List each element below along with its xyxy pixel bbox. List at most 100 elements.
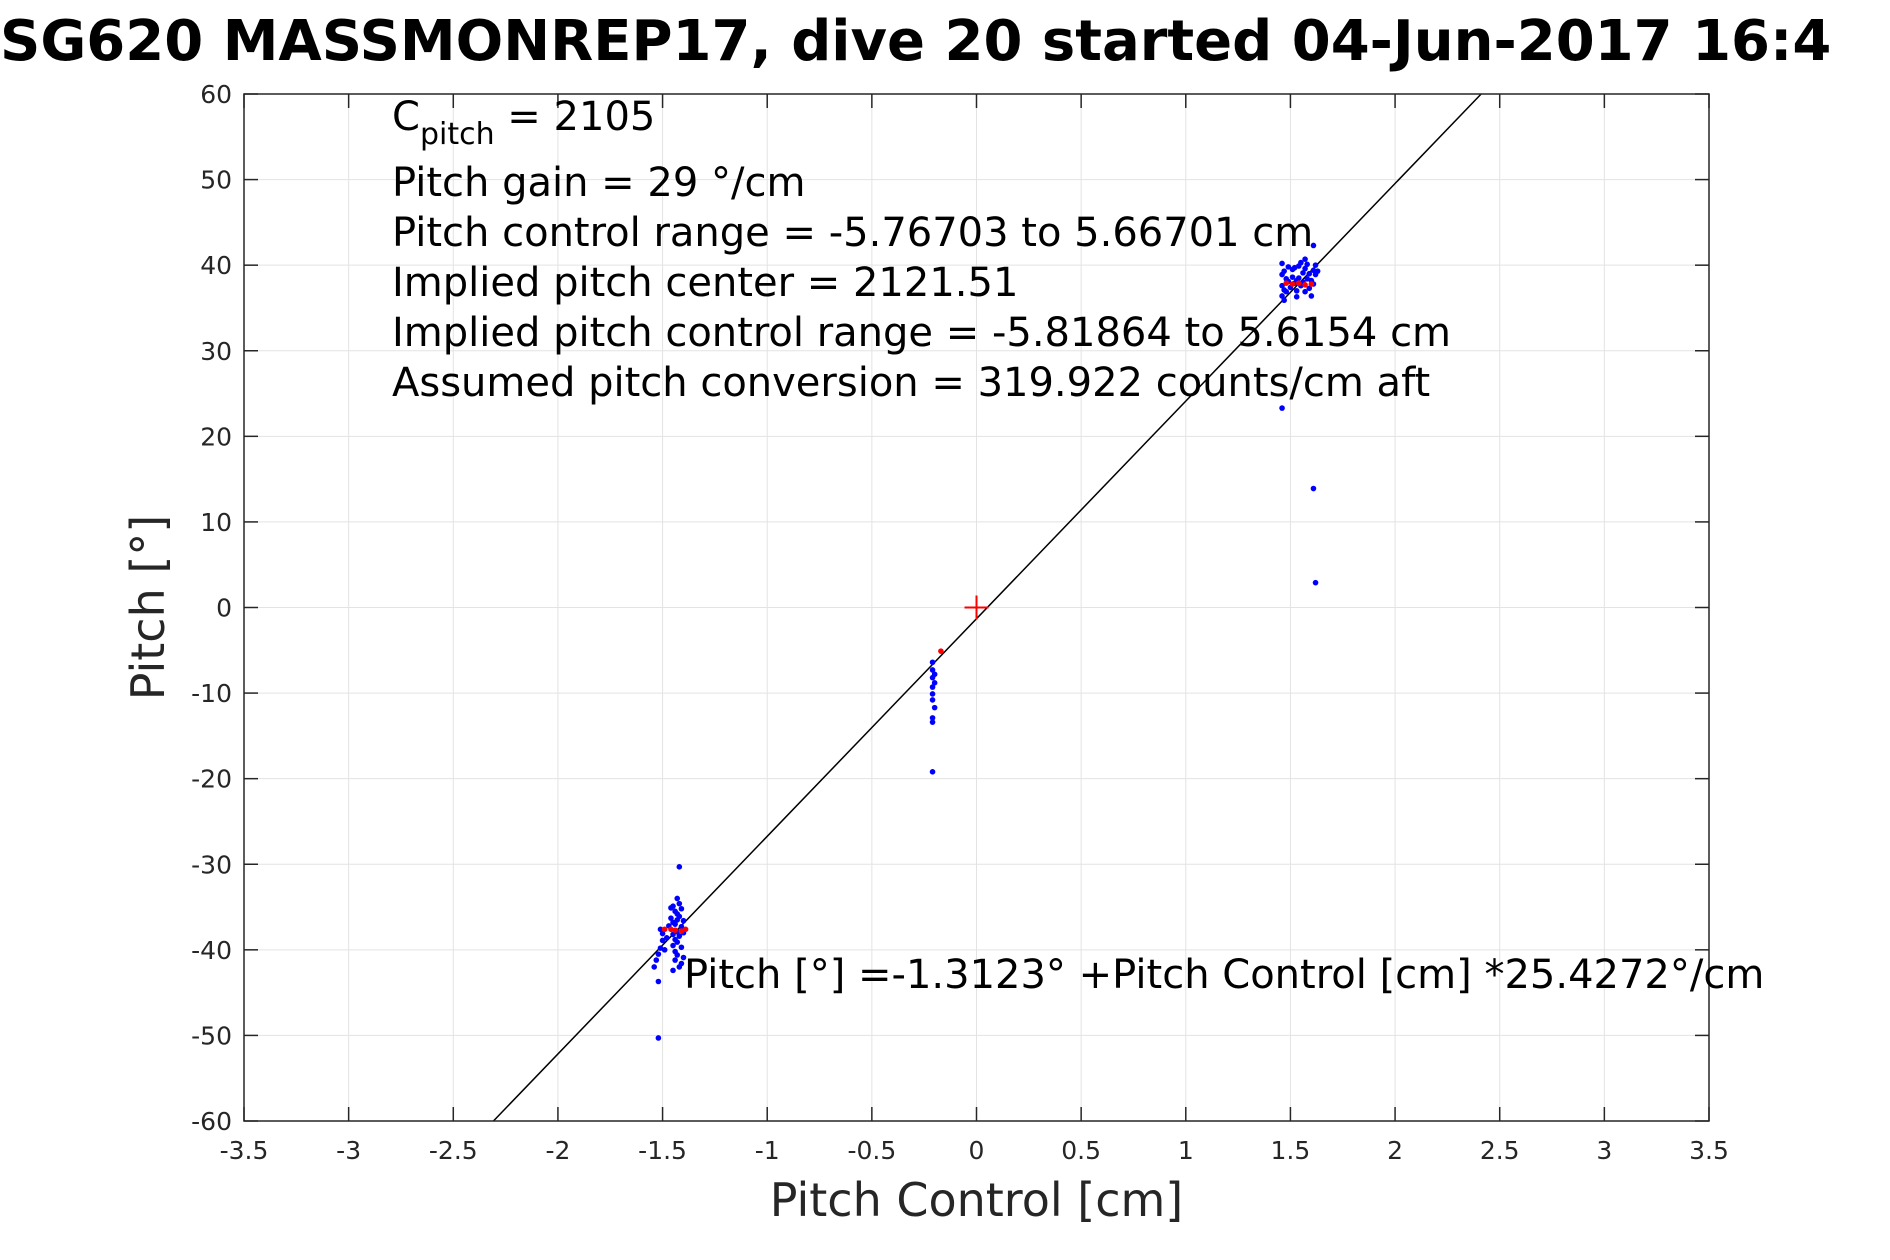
x-tick-labels: -3.5 -3 -2.5 -2 -1.5 -1 -0.5 0 0.5 1 1.5 2 2.5 3 3.5 [220, 1136, 1729, 1165]
c-pitch-subscript: pitch [420, 117, 495, 152]
y-tick-label: -10 [191, 679, 232, 708]
y-tick-label: 40 [200, 251, 232, 280]
data-point [929, 684, 936, 690]
data-point [676, 933, 683, 939]
data-point [929, 719, 936, 725]
annotation-fit-equation: Pitch [°] =-1.3123° +Pitch Control [cm] … [684, 952, 1764, 998]
data-point [655, 951, 662, 957]
data-point [1304, 276, 1310, 282]
data-point [1293, 294, 1300, 300]
x-tick-label: -2.5 [429, 1136, 478, 1165]
data-point [678, 928, 685, 934]
data-point [678, 960, 685, 967]
data-point [676, 913, 683, 920]
data-point [657, 926, 664, 933]
data-point [1308, 281, 1315, 287]
data-point [1306, 285, 1313, 292]
y-tick-label: 50 [200, 166, 232, 195]
y-axis-label: Pitch [°] [121, 515, 175, 701]
x-tick-label: 1.5 [1271, 1136, 1311, 1165]
data-point [1293, 288, 1300, 294]
c-pitch-value: = 2105 [495, 94, 656, 140]
data-point [663, 935, 670, 941]
data-point [1308, 293, 1315, 299]
data-point [651, 964, 657, 970]
data-point [929, 674, 936, 681]
x-tick-label: 2.5 [1480, 1136, 1520, 1165]
center-marker-group [964, 595, 989, 620]
data-point [659, 937, 666, 944]
data-point [1302, 282, 1308, 288]
x-tick-label: -0.5 [847, 1136, 896, 1165]
data-point [680, 917, 687, 924]
data-point [670, 931, 676, 938]
c-pitch-base: C [392, 94, 420, 140]
data-point [1279, 405, 1285, 411]
data-point [1289, 274, 1296, 280]
data-point [1300, 270, 1306, 276]
data-point [674, 895, 681, 902]
data-point [657, 945, 664, 951]
data-point [661, 947, 668, 953]
x-tick-label: -3.5 [220, 1136, 269, 1165]
data-point [670, 942, 676, 949]
x-tick-label: 3 [1596, 1136, 1612, 1165]
data-point [929, 691, 936, 697]
data-point [659, 930, 666, 937]
data-point [931, 704, 938, 711]
data-point [1279, 293, 1285, 299]
data-point [1310, 242, 1317, 249]
data-point [1312, 262, 1319, 268]
data-point [672, 927, 678, 933]
x-tick-label: 1 [1178, 1136, 1194, 1165]
data-point [672, 957, 678, 963]
x-tick-label: -1 [755, 1136, 780, 1165]
data-point [929, 769, 936, 775]
x-tick-label: 3.5 [1689, 1136, 1729, 1165]
data-point [668, 915, 674, 921]
y-tick-labels: -60 -50 -40 -30 -20 -10 0 10 20 30 40 50 60 [191, 80, 232, 1136]
data-point [938, 648, 944, 654]
x-axis-label: Pitch Control [cm] [770, 1173, 1184, 1227]
annotation-assumed-pitch-conversion: Assumed pitch conversion = 319.922 count… [392, 360, 1430, 406]
data-point [1310, 267, 1317, 274]
data-point [674, 952, 681, 958]
data-point [674, 939, 681, 945]
data-point [653, 957, 660, 963]
annotation-c-pitch: Cpitch = 2105 [392, 94, 655, 152]
data-point [1312, 579, 1319, 586]
data-point [670, 903, 676, 909]
data-point [1281, 268, 1287, 274]
data-point [678, 923, 685, 930]
x-tick-label: -1.5 [638, 1136, 687, 1165]
data-point [1279, 260, 1285, 267]
data-point [682, 926, 689, 933]
data-point [676, 900, 683, 907]
data-point [1289, 281, 1296, 287]
axis-ticks [243, 93, 1710, 1122]
data-point [1302, 265, 1308, 272]
y-tick-label: 0 [216, 594, 232, 623]
data-point [1285, 264, 1292, 270]
data-point [1314, 268, 1321, 274]
x-tick-label: 2 [1387, 1136, 1403, 1165]
data-point [678, 944, 685, 951]
data-points [651, 242, 1321, 1041]
y-tick-label: -50 [191, 1021, 232, 1050]
data-point [676, 864, 683, 870]
data-point [1281, 297, 1287, 304]
annotation-implied-pitch-control-range: Implied pitch control range = -5.81864 t… [392, 310, 1451, 356]
data-point [678, 905, 685, 912]
data-point [929, 715, 936, 721]
y-tick-label: 20 [200, 422, 232, 451]
x-tick-label: -3 [336, 1136, 361, 1165]
data-point [929, 667, 936, 673]
data-point [1291, 264, 1298, 271]
data-point [1296, 280, 1302, 286]
y-tick-label: -30 [191, 850, 232, 879]
data-point [1302, 288, 1308, 295]
data-point [668, 926, 674, 933]
y-tick-label: -40 [191, 936, 232, 965]
data-point [1283, 288, 1290, 295]
